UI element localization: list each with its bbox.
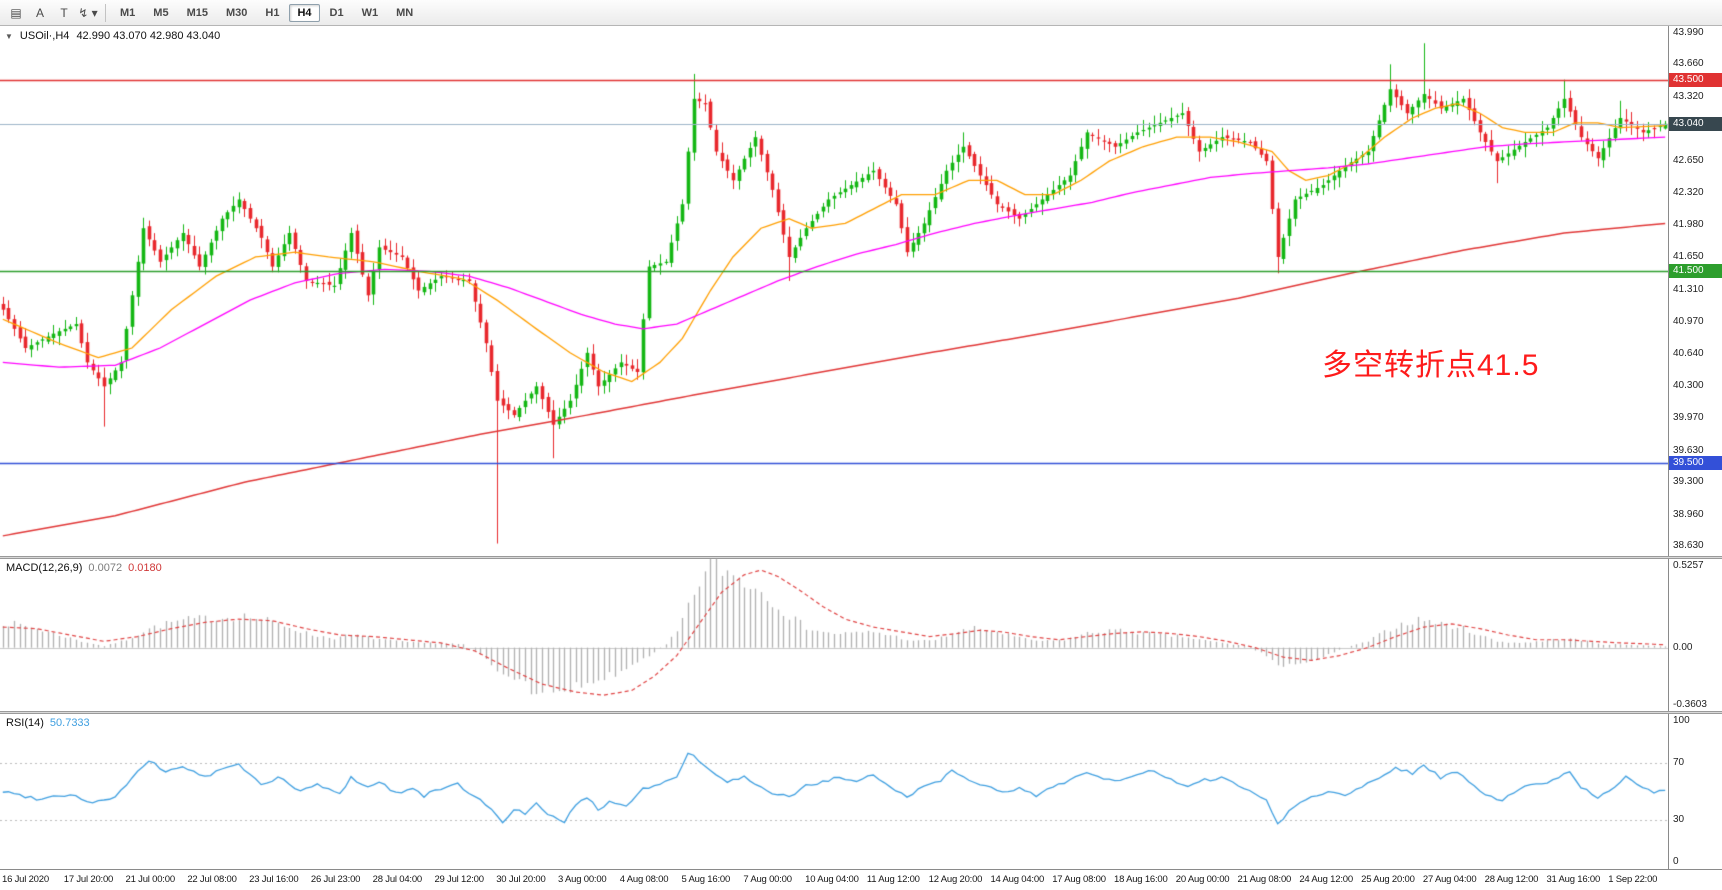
macd-tick: 0.00 <box>1673 641 1693 653</box>
price-tick: 38.630 <box>1673 540 1704 552</box>
time-label: 21 Aug 08:00 <box>1237 874 1292 885</box>
template-icon[interactable]: T <box>60 5 68 20</box>
chart-list-icon[interactable]: ▤ <box>10 5 22 20</box>
time-label: 14 Aug 04:00 <box>990 874 1045 885</box>
annotation-text: 多空转折点41.5 <box>1322 349 1540 382</box>
macd-tick: 0.5257 <box>1673 560 1704 571</box>
price-tick: 42.320 <box>1673 186 1704 198</box>
time-label: 18 Aug 16:00 <box>1114 874 1168 885</box>
panel-divider[interactable] <box>0 711 1722 714</box>
timeframe-buttons: M1 M5 M15 M30 H1 H4 D1 W1 MN <box>111 3 422 22</box>
price-tick: 41.310 <box>1673 283 1704 295</box>
timeframe-d1[interactable]: D1 <box>329 6 344 19</box>
macd-signal-value: 0.0180 <box>128 562 162 574</box>
price-tick: 40.300 <box>1673 380 1704 392</box>
timeframe-h1[interactable]: H1 <box>265 6 280 19</box>
price-tick: 41.650 <box>1673 250 1704 262</box>
time-label: 23 Jul 16:00 <box>249 874 299 885</box>
time-label: 11 Aug 12:00 <box>866 874 920 885</box>
macd-tick: -0.3603 <box>1673 698 1707 710</box>
rsi-label: RSI(14) 50.7333 <box>6 717 90 729</box>
time-label: 3 Aug 00:00 <box>558 874 607 885</box>
timeframe-w1[interactable]: W1 <box>361 6 379 19</box>
ohlc-values: 42.990 43.070 42.980 43.040 <box>76 30 221 42</box>
price-badge: 41.500 <box>1669 264 1722 279</box>
time-label: 10 Aug 04:00 <box>805 874 859 885</box>
rsi-value: 50.7333 <box>49 717 90 729</box>
time-label: 21 Jul 00:00 <box>125 874 176 885</box>
time-label: 26 Jul 23:00 <box>310 874 361 885</box>
time-label: 1 Sep 22:00 <box>1608 874 1658 885</box>
price-tick: 40.640 <box>1673 347 1704 359</box>
time-label: 17 Aug 08:00 <box>1052 874 1106 885</box>
rsi-name: RSI(14) <box>6 717 44 729</box>
rsi-tick: 0 <box>1673 855 1679 867</box>
timeframe-m5[interactable]: M5 <box>153 6 169 19</box>
price-badge: 43.040 <box>1669 116 1722 131</box>
price-tick: 38.960 <box>1673 508 1704 520</box>
price-chart-canvas[interactable] <box>0 26 1668 556</box>
time-label: 22 Jul 08:00 <box>187 874 237 885</box>
macd-scale[interactable]: 0.5257 0.00 -0.3603 <box>1668 559 1722 711</box>
price-tick: 43.660 <box>1673 58 1704 70</box>
rsi-tick: 30 <box>1673 813 1685 825</box>
chart-title: ▼ USOil·,H4 42.990 43.070 42.980 43.040 <box>5 30 220 42</box>
rsi-tick: 100 <box>1673 715 1690 727</box>
time-label: 7 Aug 00:00 <box>743 874 792 885</box>
price-scale[interactable]: 43.990 43.660 43.320 42.650 42.320 41.980 41.6… <box>1668 26 1722 556</box>
time-label: 12 Aug 20:00 <box>928 874 983 885</box>
time-label: 25 Aug 20:00 <box>1361 874 1415 885</box>
time-label: 29 Jul 12:00 <box>434 874 484 885</box>
price-tick: 39.630 <box>1673 444 1704 456</box>
price-tick: 39.300 <box>1673 476 1704 488</box>
price-badge: 39.500 <box>1669 456 1722 471</box>
price-tick: 41.980 <box>1673 219 1704 231</box>
price-tick: 43.320 <box>1673 90 1704 102</box>
rsi-panel: RSI(14) 50.7333 100 70 30 0 <box>0 714 1722 869</box>
main-chart-panel: ▼ USOil·,H4 42.990 43.070 42.980 43.040 … <box>0 26 1722 556</box>
rsi-scale[interactable]: 100 70 30 0 <box>1668 714 1722 869</box>
toolbar-icons: ▤ A T ↯ ▾ <box>4 3 100 23</box>
panel-divider[interactable] <box>0 556 1722 559</box>
text-tool-icon[interactable]: A <box>35 5 44 20</box>
toolbar: ▤ A T ↯ ▾ M1 M5 M15 M30 H1 H4 D1 W1 MN <box>0 0 1722 26</box>
timeframe-m1[interactable]: M1 <box>120 6 136 19</box>
rsi-tick: 70 <box>1673 757 1685 769</box>
timeframe-mn[interactable]: MN <box>396 6 414 19</box>
time-label: 5 Aug 16:00 <box>681 874 731 885</box>
price-tick: 39.970 <box>1673 411 1704 423</box>
macd-canvas[interactable] <box>0 559 1668 711</box>
symbol-dropdown-icon[interactable]: ▼ <box>5 31 13 41</box>
time-label: 24 Aug 12:00 <box>1299 874 1353 885</box>
time-label: 31 Aug 16:00 <box>1546 874 1601 885</box>
rsi-canvas[interactable] <box>0 714 1668 869</box>
price-badge: 43.500 <box>1669 72 1722 87</box>
timeframe-h4[interactable]: H4 <box>289 3 320 22</box>
price-tick: 43.990 <box>1673 26 1704 38</box>
macd-name: MACD(12,26,9) <box>6 562 83 574</box>
timeframe-m30[interactable]: M30 <box>225 6 248 19</box>
price-tick: 40.970 <box>1673 316 1704 328</box>
time-label: 30 Jul 20:00 <box>496 874 546 885</box>
toolbar-separator <box>105 3 106 22</box>
macd-label: MACD(12,26,9) 0.0072 0.0180 <box>6 562 162 574</box>
time-label: 4 Aug 08:00 <box>619 874 669 885</box>
symbol-period-label: USOil·,H4 <box>19 30 70 42</box>
macd-panel: MACD(12,26,9) 0.0072 0.0180 0.5257 0.00 -0… <box>0 559 1722 711</box>
time-label: 28 Aug 12:00 <box>1484 874 1539 885</box>
time-label: 16 Jul 2020 <box>2 874 49 885</box>
timeframe-m15[interactable]: M15 <box>186 6 208 19</box>
time-label: 28 Jul 04:00 <box>372 874 423 885</box>
time-axis[interactable]: 16 Jul 2020 17 Jul 20:00 21 Jul 00:00 22 Ju… <box>0 869 1722 890</box>
macd-main-value: 0.0072 <box>88 562 123 574</box>
time-label: 17 Jul 20:00 <box>63 874 114 885</box>
price-tick: 42.650 <box>1673 155 1704 167</box>
time-label: 20 Aug 00:00 <box>1175 874 1230 885</box>
time-label: 27 Aug 04:00 <box>1422 874 1477 885</box>
indicators-icon[interactable]: ↯ ▾ <box>78 5 98 20</box>
